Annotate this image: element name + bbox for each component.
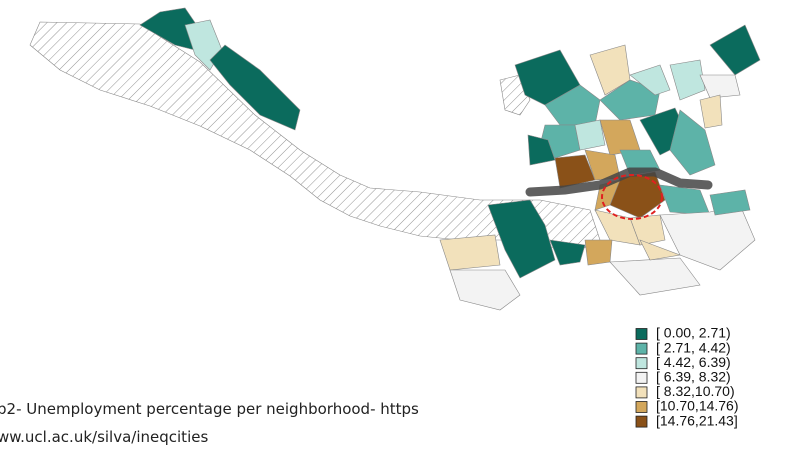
legend-label: [14.76,21.43] — [656, 412, 738, 428]
map — [29, 7, 761, 311]
region — [574, 119, 606, 151]
legend-label: [ 0.00, 2.71) — [656, 325, 731, 341]
caption-line: ww.ucl.ac.uk/silva/ineqcities — [0, 428, 208, 446]
region — [527, 134, 556, 166]
region — [609, 257, 701, 296]
legend-label: [ 2.71, 4.42) — [656, 339, 731, 355]
region — [639, 239, 682, 261]
legend-label: [ 6.39, 8.32) — [656, 369, 731, 385]
region — [549, 239, 586, 266]
legend-label: [ 4.42, 6.39) — [656, 354, 731, 370]
legend-swatch — [635, 357, 648, 370]
region — [584, 239, 613, 266]
region — [709, 189, 751, 216]
legend-swatch — [635, 401, 648, 413]
region — [629, 64, 671, 96]
legend-swatch — [635, 371, 648, 384]
legend-label: [ 8.32,10.70) — [656, 383, 735, 399]
region — [709, 24, 761, 76]
region — [659, 184, 711, 216]
region — [669, 59, 706, 101]
legend-swatch — [635, 415, 648, 428]
region — [449, 269, 521, 311]
caption-line: p2- Unemployment percentage per neighbor… — [0, 400, 419, 418]
highlight-outline — [601, 174, 663, 220]
legend-swatch — [635, 342, 648, 355]
legend: [ 0.00, 2.71)[ 2.71, 4.42)[ 4.42, 6.39)[… — [635, 325, 739, 428]
region — [599, 79, 661, 121]
river — [525, 167, 713, 197]
region — [669, 109, 716, 176]
region — [544, 84, 601, 126]
legend-label: [10.70,14.76) — [656, 398, 739, 414]
legend-swatch — [635, 328, 648, 340]
region — [487, 199, 556, 279]
region — [209, 44, 301, 131]
region — [699, 94, 723, 129]
region — [699, 74, 741, 99]
legend-swatch — [635, 386, 648, 399]
region — [439, 234, 501, 271]
